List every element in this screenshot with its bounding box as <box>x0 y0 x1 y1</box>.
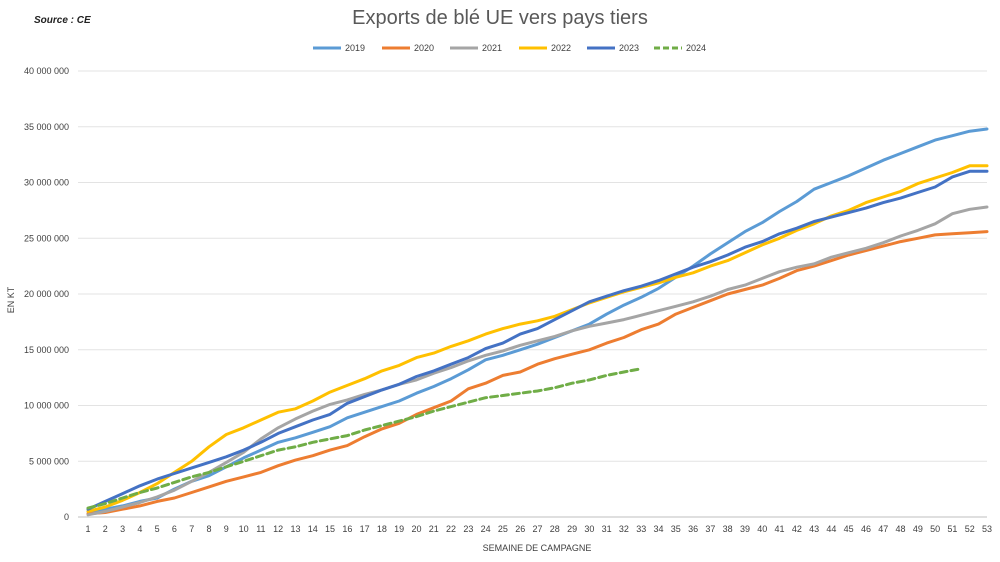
legend-label-2024: 2024 <box>686 43 706 53</box>
x-tick-label: 30 <box>584 524 594 534</box>
x-tick-label: 6 <box>172 524 177 534</box>
x-tick-label: 20 <box>411 524 421 534</box>
x-tick-label: 22 <box>446 524 456 534</box>
y-tick-label: 15 000 000 <box>24 345 69 355</box>
x-tick-label: 3 <box>120 524 125 534</box>
x-tick-label: 21 <box>429 524 439 534</box>
x-tick-label: 11 <box>256 524 265 534</box>
y-tick-label: 20 000 000 <box>24 289 69 299</box>
x-tick-label: 47 <box>878 524 888 534</box>
x-tick-label: 9 <box>224 524 229 534</box>
x-tick-label: 8 <box>207 524 212 534</box>
x-tick-label: 13 <box>290 524 300 534</box>
x-tick-label: 46 <box>861 524 871 534</box>
x-tick-label: 39 <box>740 524 750 534</box>
x-tick-label: 27 <box>532 524 542 534</box>
x-tick-label: 45 <box>844 524 854 534</box>
legend-label-2020: 2020 <box>414 43 434 53</box>
series-line-2020 <box>86 230 989 516</box>
x-tick-label: 52 <box>965 524 975 534</box>
source-note: Source : CE <box>34 15 91 26</box>
x-tick-label: 50 <box>930 524 940 534</box>
x-axis-label: SEMAINE DE CAMPAGNE <box>483 543 592 553</box>
y-tick-label: 30 000 000 <box>24 178 69 188</box>
legend-label-2021: 2021 <box>482 43 502 53</box>
legend-label-2019: 2019 <box>345 43 365 53</box>
y-tick-label: 5 000 000 <box>29 456 69 466</box>
x-tick-label: 4 <box>137 524 142 534</box>
x-tick-label: 17 <box>360 524 370 534</box>
x-tick-label: 16 <box>342 524 352 534</box>
x-tick-label: 19 <box>394 524 404 534</box>
x-tick-label: 1 <box>85 524 90 534</box>
x-tick-label: 25 <box>498 524 508 534</box>
x-tick-label: 34 <box>654 524 664 534</box>
y-tick-label: 10 000 000 <box>24 401 69 411</box>
x-tick-label: 10 <box>239 524 249 534</box>
y-tick-label: 25 000 000 <box>24 233 69 243</box>
x-tick-label: 14 <box>308 524 318 534</box>
x-tick-label: 32 <box>619 524 629 534</box>
x-tick-label: 29 <box>567 524 577 534</box>
y-tick-label: 0 <box>64 512 69 522</box>
x-tick-label: 33 <box>636 524 646 534</box>
chart-title: Exports de blé UE vers pays tiers <box>352 7 648 29</box>
series-line-2021 <box>86 205 989 517</box>
x-tick-label: 37 <box>705 524 715 534</box>
x-tick-label: 42 <box>792 524 802 534</box>
legend: 2019 2020 2021 2022 2023 2024 <box>313 43 706 53</box>
series-line-2019 <box>86 127 989 513</box>
x-tick-label: 48 <box>896 524 906 534</box>
x-tick-label: 51 <box>947 524 957 534</box>
y-axis-label: EN KT <box>6 286 16 313</box>
x-tick-label: 5 <box>155 524 160 534</box>
x-tick-label: 24 <box>481 524 491 534</box>
series-line-2024 <box>86 367 643 510</box>
x-tick-label: 43 <box>809 524 819 534</box>
x-tick-label: 12 <box>273 524 283 534</box>
y-tick-label: 35 000 000 <box>24 122 69 132</box>
legend-label-2023: 2023 <box>619 43 639 53</box>
x-tick-label: 2 <box>103 524 108 534</box>
x-tick-label: 31 <box>602 524 612 534</box>
x-tick-label: 26 <box>515 524 525 534</box>
x-tick-label: 7 <box>189 524 194 534</box>
x-tick-label: 38 <box>723 524 733 534</box>
legend-label-2022: 2022 <box>551 43 571 53</box>
gridlines <box>78 70 987 518</box>
x-tick-label: 36 <box>688 524 698 534</box>
x-tick-label: 35 <box>671 524 681 534</box>
x-tick-label: 23 <box>463 524 473 534</box>
x-tick-label: 28 <box>550 524 560 534</box>
x-tick-label: 41 <box>775 524 785 534</box>
x-axis-ticks: 1 2 3 4 5 6 7 8 9 10 11 12 13 14 15 16 17 18 19 20 21 22 23 24 2… <box>85 524 992 534</box>
x-tick-label: 40 <box>757 524 767 534</box>
series-line-2023 <box>86 169 989 511</box>
y-axis-ticks: 0 5 000 000 10 000 000 15 000 000 20 000 000… <box>24 66 69 522</box>
x-tick-label: 53 <box>982 524 992 534</box>
x-tick-label: 15 <box>325 524 335 534</box>
y-tick-label: 40 000 000 <box>24 66 69 76</box>
x-tick-label: 18 <box>377 524 387 534</box>
x-tick-label: 44 <box>826 524 836 534</box>
x-tick-label: 49 <box>913 524 923 534</box>
series-line-2022 <box>86 164 989 513</box>
series-lines <box>86 127 989 517</box>
